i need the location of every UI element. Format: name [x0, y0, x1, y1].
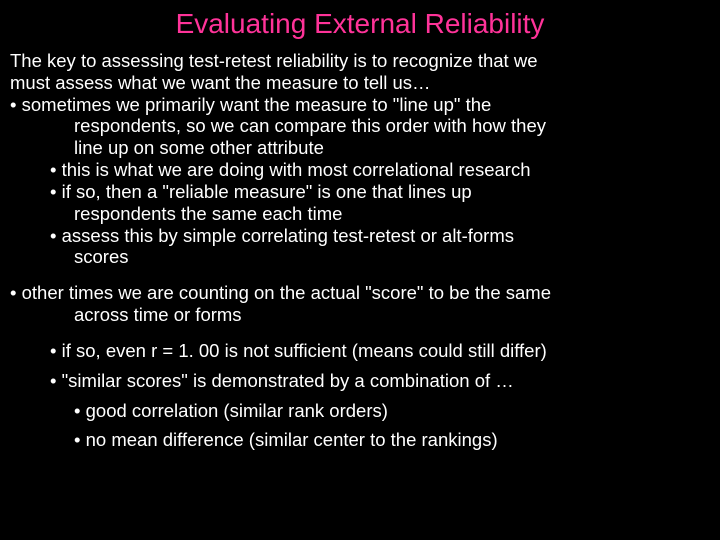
bullet-1b-line-2: respondents the same each time	[10, 203, 710, 225]
bullet-2a: • if so, even r = 1. 00 is not sufficien…	[10, 340, 710, 362]
bullet-1a: • this is what we are doing with most co…	[10, 159, 710, 181]
bullet-1c-line-2: scores	[10, 246, 710, 268]
slide-title: Evaluating External Reliability	[10, 8, 710, 40]
bullet-2-line-1: • other times we are counting on the act…	[10, 282, 710, 304]
bullet-2-line-2: across time or forms	[10, 304, 710, 326]
intro-line-1: The key to assessing test-retest reliabi…	[10, 50, 710, 72]
bullet-2b: • "similar scores" is demonstrated by a …	[10, 370, 710, 392]
bullet-1-line-3: line up on some other attribute	[10, 137, 710, 159]
bullet-1-line-2: respondents, so we can compare this orde…	[10, 115, 710, 137]
intro-line-2: must assess what we want the measure to …	[10, 72, 710, 94]
bullet-1c-line-1: • assess this by simple correlating test…	[10, 225, 710, 247]
bullet-2b1: • good correlation (similar rank orders)	[10, 400, 710, 422]
bullet-1b-line-1: • if so, then a "reliable measure" is on…	[10, 181, 710, 203]
bullet-1-line-1: • sometimes we primarily want the measur…	[10, 94, 710, 116]
slide-body: The key to assessing test-retest reliabi…	[10, 50, 710, 451]
bullet-2b2: • no mean difference (similar center to …	[10, 429, 710, 451]
